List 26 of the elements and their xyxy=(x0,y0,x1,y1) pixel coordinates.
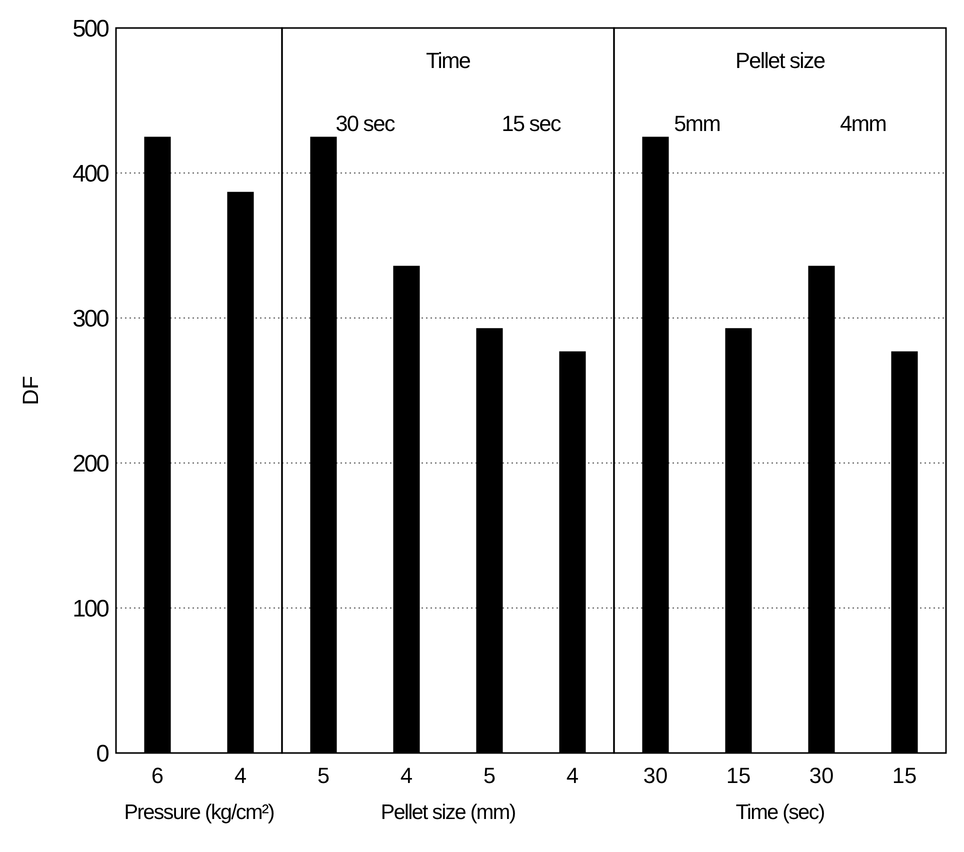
y-tick-label: 500 xyxy=(72,15,110,42)
annotation: 15 sec xyxy=(502,111,562,136)
y-tick-label: 200 xyxy=(72,450,110,478)
x-axis-title: Pellet size (mm) xyxy=(380,801,516,824)
x-tick-label: 4 xyxy=(400,763,413,788)
text: Time xyxy=(426,48,471,73)
x-tick-label: 6 xyxy=(151,763,164,788)
annotation: 4mm xyxy=(840,111,886,136)
y-tick-label: 0 xyxy=(96,740,110,768)
x-tick-label: 4 xyxy=(234,763,247,788)
y-tick-label: 100 xyxy=(72,595,110,622)
y-axis-title: DF xyxy=(18,376,43,406)
x-tick-label: 15 xyxy=(892,763,917,788)
x-axis-title: Pressure (kg/cm²) xyxy=(124,801,274,824)
annotation: 5mm xyxy=(674,111,720,136)
text: Pellet size xyxy=(735,48,826,73)
x-tick-label: 30 xyxy=(643,763,668,788)
x-tick-label: 5 xyxy=(483,763,496,788)
x-tick-label: 4 xyxy=(566,763,579,788)
x-axis-title: Time (sec) xyxy=(736,801,824,824)
x-tick-label: 5 xyxy=(317,763,330,788)
x-tick-label: 15 xyxy=(726,763,751,788)
y-tick-label: 400 xyxy=(72,160,110,188)
annotation: 30 sec xyxy=(336,111,396,136)
y-tick-label: 300 xyxy=(72,305,110,332)
x-tick-label: 30 xyxy=(809,763,834,788)
